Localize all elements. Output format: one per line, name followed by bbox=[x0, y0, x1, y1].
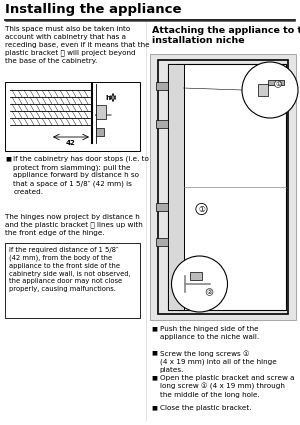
Text: The hinges now project by distance h
and the plastic bracket ⓓ lines up with
the: The hinges now project by distance h and… bbox=[5, 214, 143, 236]
Text: ■: ■ bbox=[5, 156, 11, 161]
FancyBboxPatch shape bbox=[167, 64, 184, 310]
FancyBboxPatch shape bbox=[5, 243, 140, 318]
Text: 42: 42 bbox=[66, 140, 76, 146]
Circle shape bbox=[242, 62, 298, 118]
FancyBboxPatch shape bbox=[190, 272, 202, 280]
FancyBboxPatch shape bbox=[155, 203, 167, 211]
Text: Installing the appliance: Installing the appliance bbox=[5, 3, 181, 16]
Text: Open the plastic bracket and screw a
long screw ① (4 x 19 mm) through
the middle: Open the plastic bracket and screw a lon… bbox=[160, 375, 294, 398]
Text: ■: ■ bbox=[152, 326, 158, 331]
FancyBboxPatch shape bbox=[5, 82, 140, 151]
Text: ■: ■ bbox=[152, 350, 158, 355]
Text: If the required distance of 1 5/8″
(42 mm), from the body of the
appliance to th: If the required distance of 1 5/8″ (42 m… bbox=[9, 247, 131, 292]
Text: Attaching the appliance to the
installation niche: Attaching the appliance to the installat… bbox=[152, 26, 300, 45]
FancyBboxPatch shape bbox=[96, 128, 104, 136]
Circle shape bbox=[172, 256, 227, 312]
FancyBboxPatch shape bbox=[155, 120, 167, 128]
Text: This space must also be taken into
account with cabinetry that has a
receding ba: This space must also be taken into accou… bbox=[5, 26, 150, 64]
FancyBboxPatch shape bbox=[96, 105, 106, 119]
FancyBboxPatch shape bbox=[258, 84, 268, 96]
FancyBboxPatch shape bbox=[268, 80, 284, 85]
Text: ■: ■ bbox=[152, 405, 158, 410]
Text: If the cabinetry has door stops (i.e. to
protect from slamming): pull the
applia: If the cabinetry has door stops (i.e. to… bbox=[14, 156, 149, 195]
FancyBboxPatch shape bbox=[155, 82, 167, 90]
Text: h: h bbox=[105, 94, 110, 100]
Text: ①: ① bbox=[198, 204, 205, 213]
Text: Push the hinged side of the
appliance to the niche wall.: Push the hinged side of the appliance to… bbox=[160, 326, 259, 340]
FancyBboxPatch shape bbox=[149, 54, 296, 320]
Text: Close the plastic bracket.: Close the plastic bracket. bbox=[160, 405, 251, 411]
FancyBboxPatch shape bbox=[167, 64, 286, 310]
Text: ①: ① bbox=[275, 82, 281, 87]
FancyBboxPatch shape bbox=[155, 238, 167, 246]
Text: Screw the long screws ①
(4 x 19 mm) into all of the hinge
plates.: Screw the long screws ① (4 x 19 mm) into… bbox=[160, 350, 276, 373]
Text: ■: ■ bbox=[152, 375, 158, 380]
Text: ②: ② bbox=[207, 289, 212, 295]
FancyBboxPatch shape bbox=[158, 60, 288, 314]
